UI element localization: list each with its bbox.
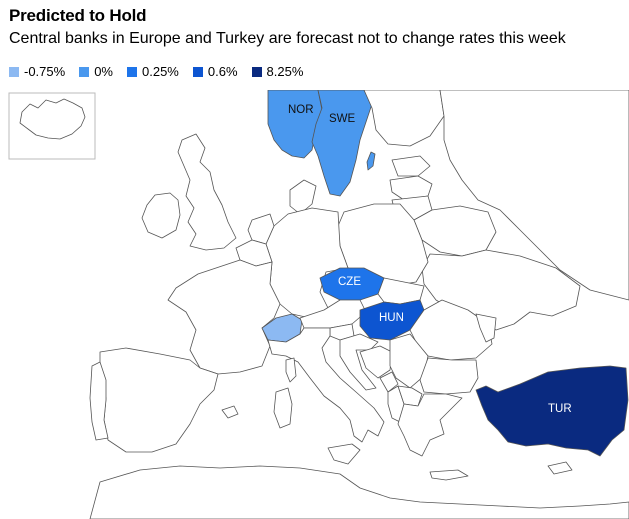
country-estonia: [391, 155, 431, 177]
legend-label-5: 8.25%: [266, 64, 304, 79]
legend-swatch-1: [9, 66, 19, 77]
iceland-shape: [19, 98, 86, 140]
chart-subtitle: Central banks in Europe and Turkey are f…: [9, 30, 566, 47]
island-cyprus: [547, 461, 573, 475]
chart-title: Predicted to Hold: [9, 6, 147, 25]
island-sicily: [327, 443, 361, 465]
country-bulgaria: [419, 357, 479, 395]
country-moldova: [475, 313, 497, 343]
legend-swatch-4: [192, 66, 203, 77]
legend-label-3: 0.25%: [142, 64, 179, 79]
legend-item-5: 8.25%: [251, 64, 304, 79]
legend-item-3: 0.25%: [127, 64, 179, 79]
island-mallorca: [221, 405, 239, 419]
island-sardinia: [273, 387, 293, 429]
island-gotland: [366, 151, 376, 171]
country-romania: [409, 299, 493, 361]
label-nor: NOR: [288, 104, 314, 116]
legend-item-1: -0.75%: [9, 64, 65, 79]
country-belarus: [413, 205, 497, 257]
country-uk: [177, 133, 237, 251]
legend: -0.75% 0% 0.25% 0.6% 8.25%: [9, 64, 317, 79]
island-crete: [429, 469, 469, 481]
country-turkey: [475, 365, 629, 457]
country-norway: [267, 90, 323, 159]
country-sweden: [311, 90, 373, 197]
country-france: [167, 259, 281, 375]
country-slovakia: [377, 277, 425, 305]
country-macedonia: [397, 385, 423, 407]
country-montenegro: [379, 371, 399, 393]
europe-map: NOR SWE CZE HUN TUR: [8, 90, 629, 519]
country-russia: [439, 90, 629, 301]
country-ireland: [141, 192, 181, 239]
label-hun: HUN: [379, 312, 404, 324]
legend-label-2: 0%: [94, 64, 113, 79]
country-greece: [397, 393, 463, 457]
country-denmark: [289, 179, 317, 215]
legend-swatch-3: [127, 66, 137, 77]
legend-label-1: -0.75%: [24, 64, 66, 79]
label-swe: SWE: [329, 113, 356, 125]
country-serbia: [389, 333, 429, 389]
country-portugal: [89, 361, 109, 441]
legend-label-4: 0.6%: [207, 64, 238, 79]
country-bosnia: [359, 345, 393, 379]
country-finland: [363, 90, 445, 147]
label-cze: CZE: [338, 276, 361, 288]
region-north-africa: [89, 465, 629, 519]
legend-swatch-5: [251, 66, 262, 77]
label-tur: TUR: [548, 403, 572, 415]
legend-swatch-2: [79, 66, 90, 77]
island-corsica: [285, 357, 297, 383]
country-italy: [267, 327, 385, 443]
legend-item-2: 0%: [79, 64, 113, 79]
legend-item-4: 0.6%: [192, 64, 238, 79]
country-croatia: [339, 333, 379, 391]
